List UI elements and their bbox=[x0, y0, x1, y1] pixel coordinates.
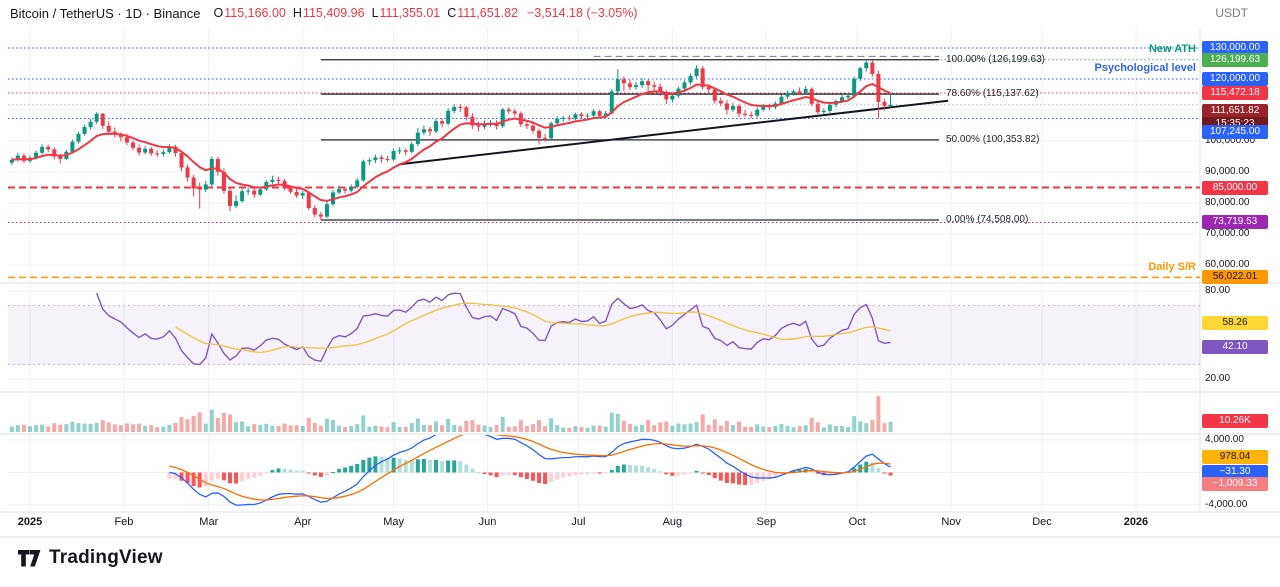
ohlc-field-value: 111,651.82 bbox=[457, 6, 518, 20]
ohlc-field-label: C bbox=[447, 6, 457, 20]
ohlc-field-value: 115,409.96 bbox=[302, 6, 365, 20]
change-value: −3,514.18 (−3.05%) bbox=[526, 6, 638, 20]
grid-layer bbox=[8, 28, 1200, 512]
ohlc-field-label: L bbox=[371, 6, 379, 20]
ohlc-field-label: O bbox=[213, 6, 224, 20]
ohlc-group: O 115,166.00 H 115,409.96 L 111,355.01 C 111,65… bbox=[207, 6, 518, 20]
ma-line bbox=[11, 82, 891, 202]
rsi-band bbox=[8, 305, 1200, 365]
rsi-line bbox=[96, 292, 891, 366]
currency-toggle[interactable]: USDT bbox=[1215, 6, 1248, 20]
ohlc-field-value: 111,355.01 bbox=[379, 6, 441, 20]
new-ath-label[interactable]: New ATH bbox=[1148, 43, 1196, 55]
rsi-ma-line bbox=[175, 302, 891, 354]
psych-level-label[interactable]: Psychological level bbox=[1094, 62, 1197, 74]
tradingview-logo[interactable]: TradingView bbox=[16, 545, 163, 571]
macd-layer bbox=[167, 435, 893, 506]
price-chart-canvas[interactable] bbox=[0, 0, 1280, 540]
tradingview-logo-icon bbox=[18, 550, 41, 567]
volume-layer bbox=[9, 396, 893, 432]
ohlc-field-value: 115,166.00 bbox=[224, 6, 286, 20]
tradingview-logo-text: TradingView bbox=[49, 547, 163, 568]
daily-sr-label[interactable]: Daily S/R bbox=[1148, 261, 1196, 273]
symbol-title[interactable]: Bitcoin / TetherUS · 1D · Binance bbox=[10, 5, 201, 21]
trendline bbox=[399, 99, 949, 166]
chart-toolbar: Bitcoin / TetherUS · 1D · Binance O 115,1… bbox=[0, 0, 1280, 26]
ohlc-field-label: H bbox=[292, 6, 302, 20]
